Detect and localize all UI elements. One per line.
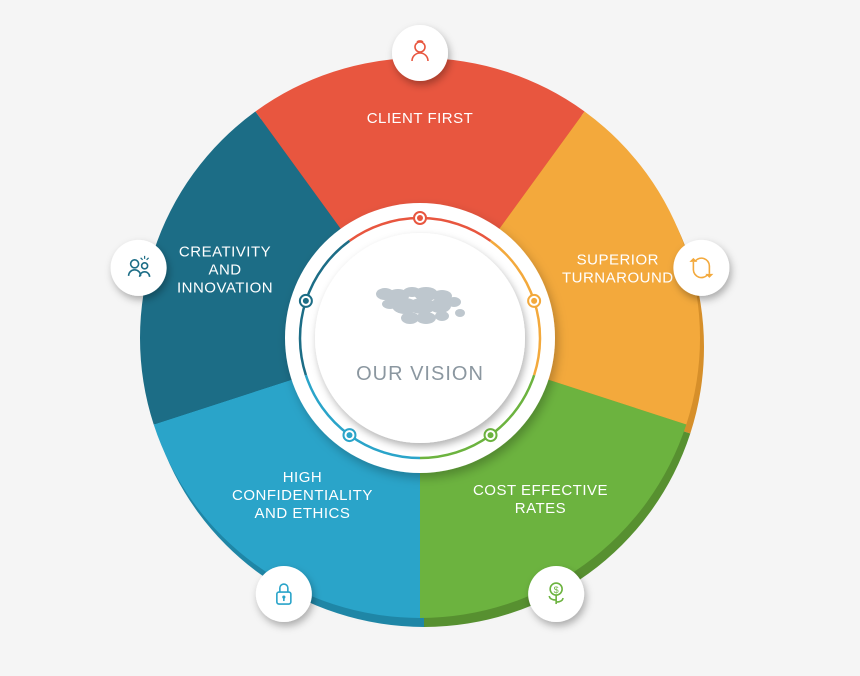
icon-badge-superior-turnaround [673, 240, 729, 296]
infographic-stage: OUR VISION CLIENT FIRST SUPERIORTURNAROUND… [0, 0, 860, 676]
icon-badge-cost-effective: $ [528, 566, 584, 622]
icon-badge-creativity-innovation [111, 240, 167, 296]
svg-text:$: $ [554, 585, 559, 595]
center-title: OUR VISION [356, 363, 484, 385]
icon-badge-client-first [392, 25, 448, 81]
center-disc-inner [315, 233, 525, 443]
segment-label-superior-turnaround: SUPERIORTURNAROUND [562, 252, 674, 287]
segment-label-client-first: CLIENT FIRST [367, 110, 474, 127]
icon-badge-confidentiality-ethics [256, 566, 312, 622]
